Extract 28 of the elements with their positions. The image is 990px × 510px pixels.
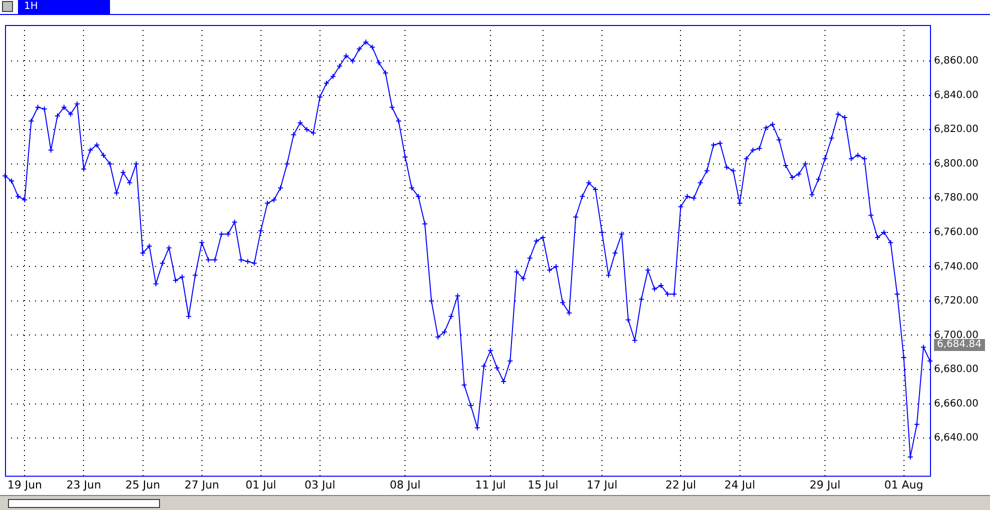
x-tick-label: 01 Jul xyxy=(245,478,276,492)
x-tick-label: 19 Jun xyxy=(7,478,42,492)
y-tick-label: 6,660.00 xyxy=(934,398,979,410)
x-tick-label: 24 Jul xyxy=(724,478,756,492)
y-tick-label: 6,800.00 xyxy=(934,158,979,170)
y-tick-label: 6,720.00 xyxy=(934,296,979,307)
y-tick-label: 6,860.00 xyxy=(934,56,979,67)
x-tick-label: 01 Aug xyxy=(884,478,924,492)
y-tick-label: 6,760.00 xyxy=(934,226,979,238)
y-tick-label: 6,740.00 xyxy=(934,261,979,272)
x-tick-label: 29 Jul xyxy=(810,478,840,492)
price-tag: 6,684.84 xyxy=(934,338,985,351)
x-tick-label: 27 Jun xyxy=(184,478,220,492)
y-tick-label: 6,640.00 xyxy=(934,432,979,444)
y-tick-label: 6,780.00 xyxy=(934,192,979,204)
x-tick-label: 22 Jul xyxy=(665,478,696,492)
x-tick-label: 15 Jul xyxy=(528,478,558,492)
chart-title: 1H xyxy=(18,0,110,14)
x-tick-label: 03 Jul xyxy=(304,478,336,492)
x-tick-label: 17 Jul xyxy=(586,478,618,492)
y-tick-label: 6,820.00 xyxy=(934,124,979,136)
x-tick-label: 11 Jul xyxy=(475,478,506,492)
x-tick-label: 25 Jun xyxy=(125,478,160,492)
x-tick-label: 23 Jun xyxy=(66,478,102,492)
y-tick-label: 6,700.00 xyxy=(934,330,979,341)
y-tick-label: 6,840.00 xyxy=(934,90,979,101)
x-tick-label: 08 Jul xyxy=(390,478,421,492)
y-tick-label: 6,680.00 xyxy=(934,364,979,376)
